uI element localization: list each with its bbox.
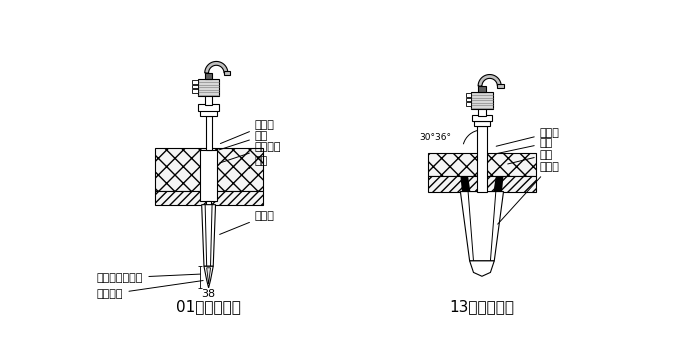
Bar bbox=[206, 116, 211, 150]
Polygon shape bbox=[461, 192, 503, 261]
Text: 13型安装示意: 13型安装示意 bbox=[449, 300, 514, 315]
Bar bbox=[471, 92, 493, 109]
Bar bbox=[466, 93, 471, 97]
Bar bbox=[477, 126, 486, 192]
Bar bbox=[193, 80, 198, 84]
Polygon shape bbox=[478, 74, 501, 86]
Text: 保温层: 保温层 bbox=[496, 128, 559, 146]
Polygon shape bbox=[204, 266, 214, 288]
Bar bbox=[204, 73, 213, 79]
Text: 保温层: 保温层 bbox=[220, 120, 274, 144]
Bar bbox=[475, 121, 490, 126]
Bar bbox=[472, 115, 492, 121]
Polygon shape bbox=[202, 205, 216, 266]
Text: 管壁: 管壁 bbox=[249, 156, 268, 169]
Bar bbox=[155, 149, 262, 191]
Bar bbox=[193, 84, 198, 88]
Bar bbox=[204, 95, 213, 105]
Polygon shape bbox=[204, 62, 228, 73]
Bar bbox=[200, 110, 217, 116]
Polygon shape bbox=[494, 176, 503, 192]
Text: 保护管: 保护管 bbox=[220, 211, 274, 234]
Bar bbox=[428, 176, 536, 192]
Text: 充满介质的热套: 充满介质的热套 bbox=[97, 273, 200, 283]
Polygon shape bbox=[206, 268, 211, 284]
Text: 安装套管: 安装套管 bbox=[220, 142, 281, 163]
Bar bbox=[478, 86, 486, 92]
Bar bbox=[497, 84, 503, 88]
Bar bbox=[224, 71, 230, 75]
Bar bbox=[466, 98, 471, 101]
Text: 管壁: 管壁 bbox=[508, 150, 553, 164]
Polygon shape bbox=[470, 261, 494, 276]
Text: 30°36°: 30°36° bbox=[420, 133, 452, 142]
Text: 焊接: 焊接 bbox=[495, 138, 553, 154]
Bar bbox=[155, 191, 262, 205]
Text: 01型安装示意: 01型安装示意 bbox=[176, 300, 241, 315]
Text: 保护管: 保护管 bbox=[498, 162, 559, 224]
Bar bbox=[200, 150, 217, 201]
Bar bbox=[198, 79, 219, 96]
Text: 焊接: 焊接 bbox=[219, 131, 268, 150]
Text: 38: 38 bbox=[202, 289, 216, 299]
Bar bbox=[428, 153, 536, 176]
Bar bbox=[206, 201, 211, 208]
Bar bbox=[466, 102, 471, 106]
Text: 卡紧牢固: 卡紧牢固 bbox=[97, 281, 203, 299]
Bar bbox=[193, 89, 198, 93]
Bar bbox=[198, 104, 219, 111]
Polygon shape bbox=[461, 176, 470, 192]
Bar bbox=[478, 108, 486, 116]
